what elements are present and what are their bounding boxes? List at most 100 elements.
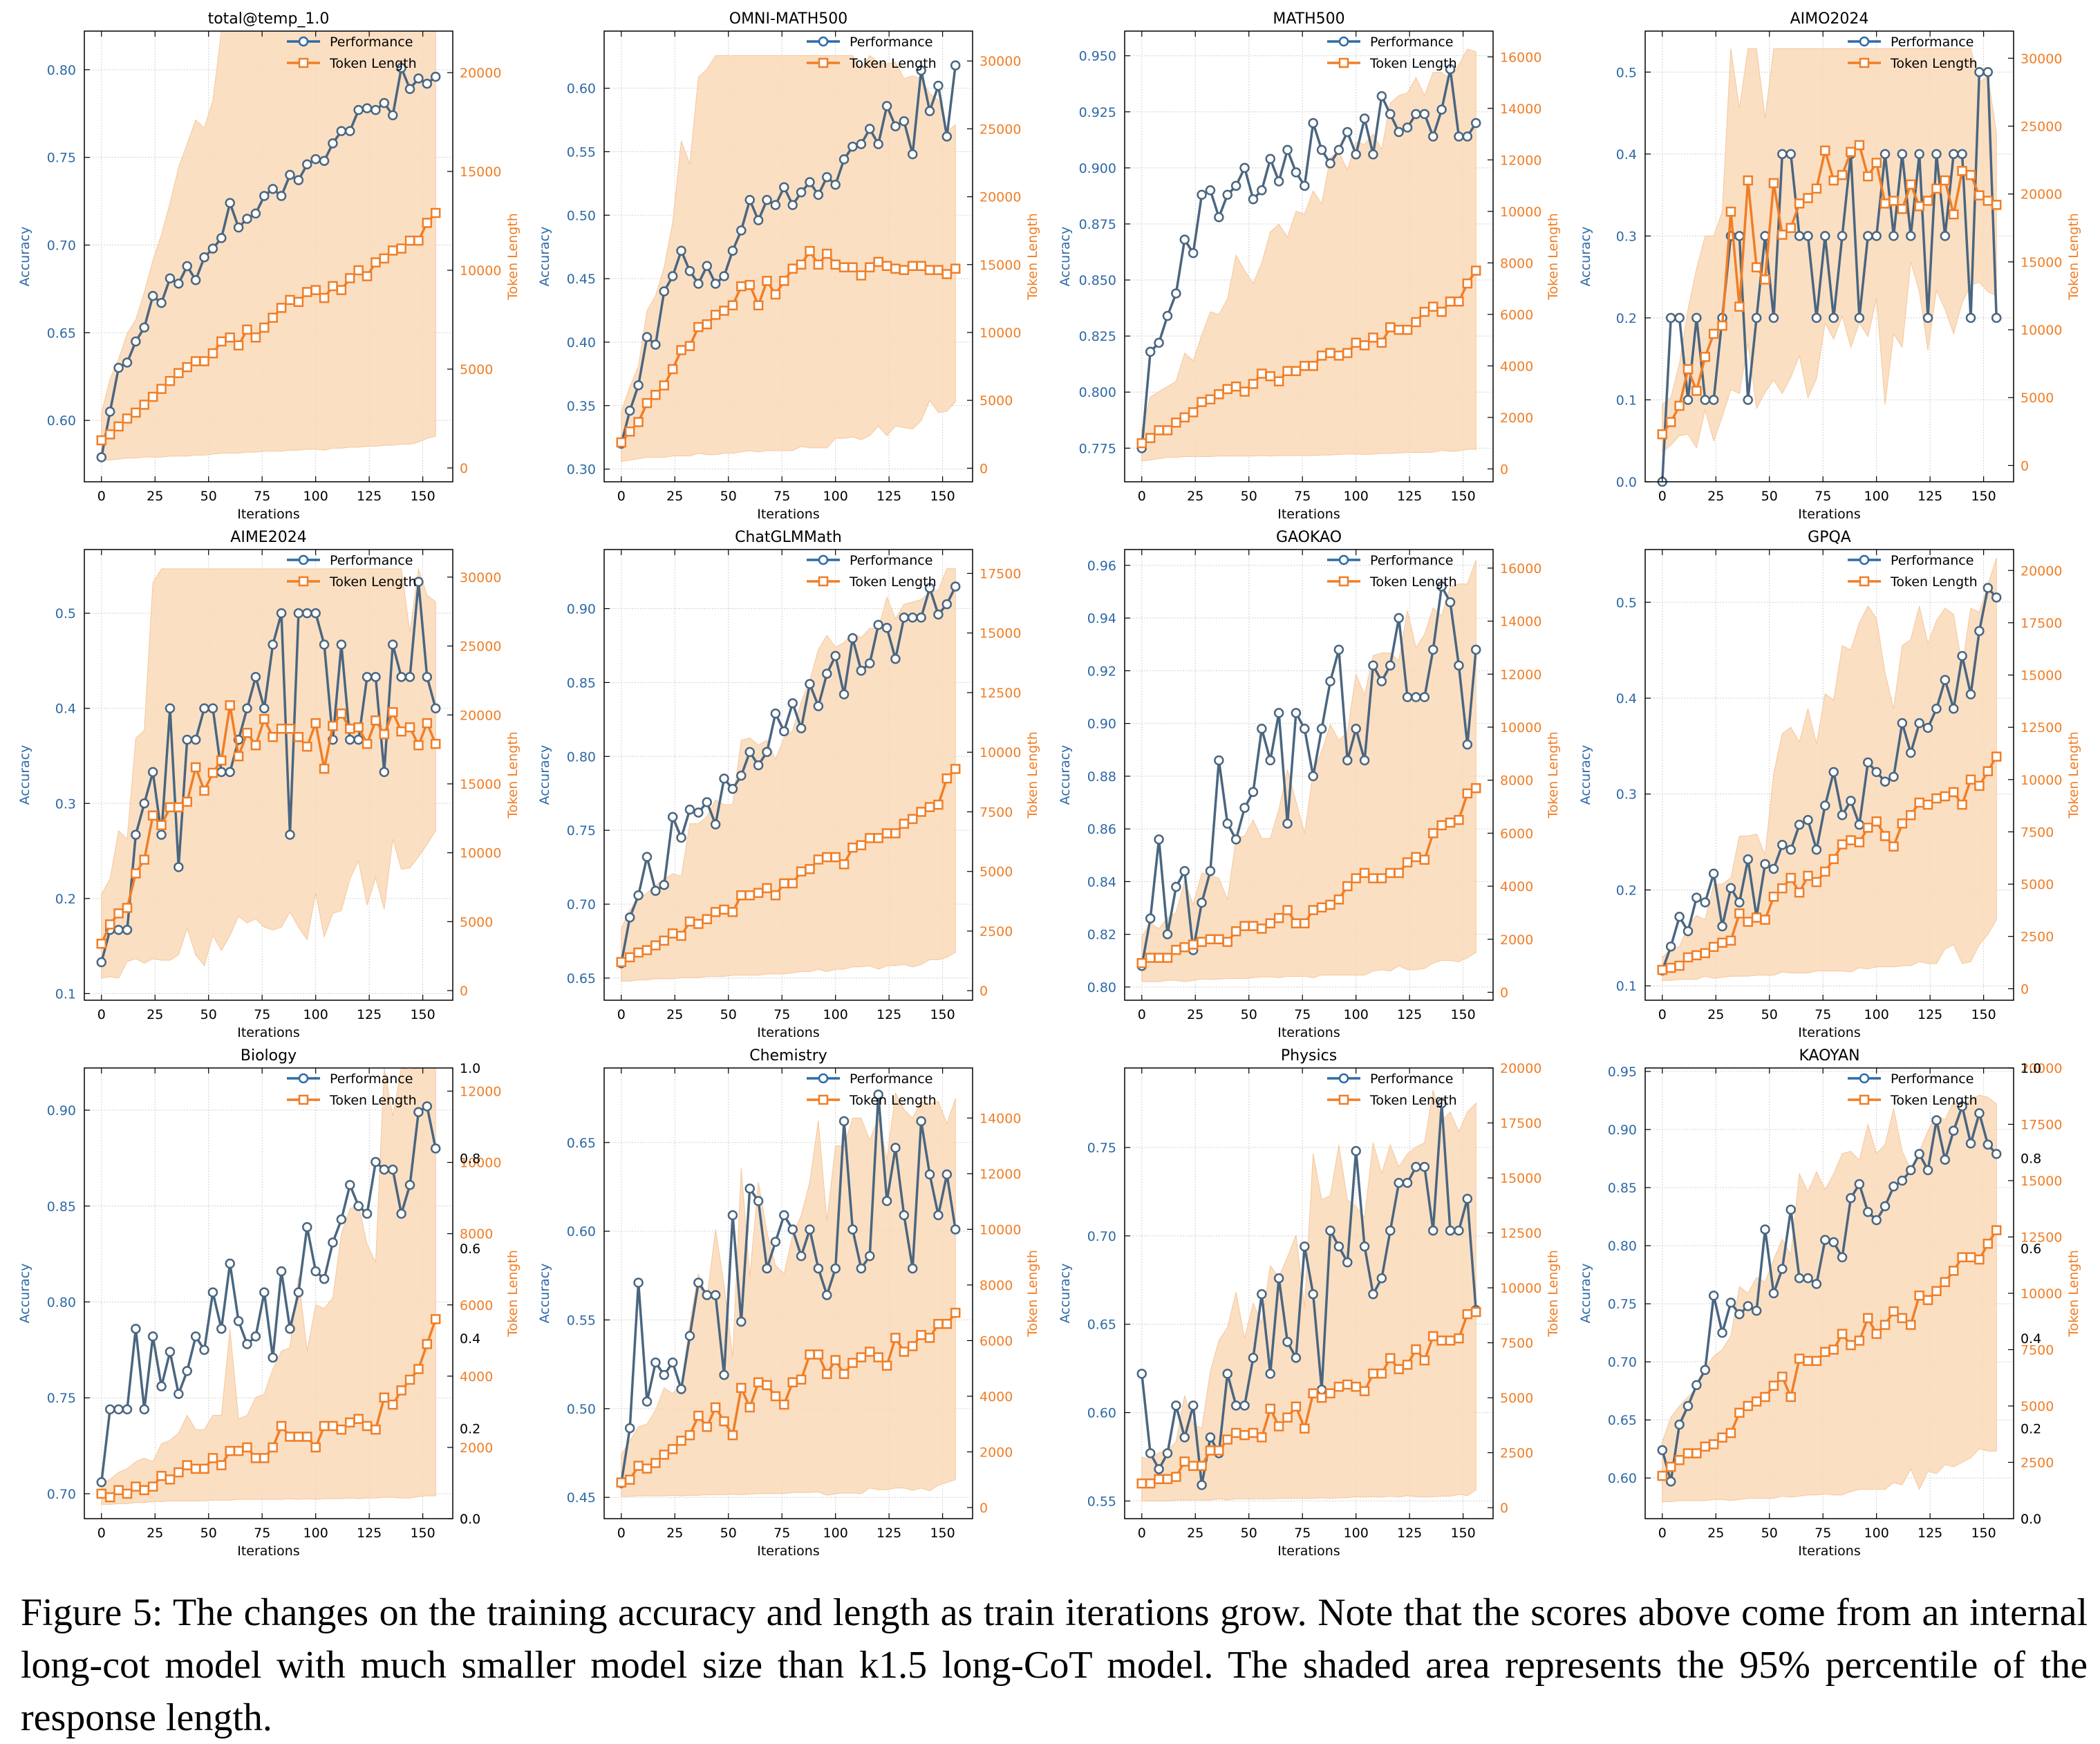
token-length-point: [1948, 1266, 1959, 1276]
performance-point: [422, 1101, 433, 1112]
performance-point: [1820, 231, 1830, 241]
performance-point: [371, 1156, 381, 1168]
token-length-point: [1682, 364, 1694, 375]
performance-point: [1179, 1432, 1190, 1443]
token-length-point: [873, 833, 883, 843]
performance-point: [165, 1347, 176, 1357]
performance-point: [1419, 692, 1430, 702]
legend-token-length-marker: [1859, 1094, 1870, 1105]
performance-point: [1351, 724, 1361, 734]
performance-point: [1325, 1225, 1335, 1236]
plot-frame: [1124, 549, 1494, 1001]
y2-tick-label: 20000: [460, 708, 501, 723]
performance-point: [1888, 771, 1899, 782]
chart-title: KAOYAN: [1799, 1047, 1859, 1065]
y-axis-label: Accuracy: [17, 745, 32, 805]
x-tick-label: 50: [1761, 1007, 1778, 1022]
token-length-point: [310, 718, 321, 729]
token-length-point: [1368, 873, 1378, 883]
performance-point: [667, 271, 678, 281]
performance-point: [1273, 708, 1284, 718]
x-tick-label: 25: [1707, 1526, 1724, 1541]
token-length-point: [1665, 1461, 1676, 1472]
extra-tick-label: 0.4: [2021, 1331, 2041, 1347]
token-length-point: [1145, 1478, 1156, 1489]
token-length-point: [924, 265, 935, 275]
y2-tick-label: 2500: [2021, 1456, 2054, 1471]
x-axis: 0 25 50 75 100 125 150: [97, 550, 435, 1022]
y-tick-label: 0.55: [1087, 1494, 1116, 1509]
performance-point: [641, 332, 653, 342]
x-tick-label: 125: [1397, 1007, 1422, 1022]
legend: Performance Token Length: [807, 553, 937, 590]
x-tick-label: 50: [200, 1526, 217, 1541]
token-length-point: [165, 375, 176, 386]
legend-token-length-marker: [818, 576, 829, 587]
extra-tick-label: 1.0: [2021, 1061, 2041, 1076]
performance-point: [881, 623, 892, 633]
token-length-point: [736, 890, 747, 901]
x-tick-label: 125: [1918, 489, 1942, 504]
performance-point: [1188, 247, 1199, 259]
token-length-markers: [616, 1307, 961, 1488]
y-tick-label: 0.60: [1087, 1406, 1116, 1421]
token-length-point: [1359, 868, 1370, 879]
token-length-point: [1179, 412, 1190, 423]
performance-point: [1359, 1241, 1370, 1252]
performance-point: [1820, 1235, 1830, 1245]
legend-performance-marker: [1338, 1073, 1349, 1084]
token-length-percentile-band: [101, 1067, 436, 1505]
x-tick-label: 25: [666, 1526, 683, 1541]
x-tick-label: 0: [97, 1007, 106, 1022]
token-length-point: [1445, 817, 1456, 828]
token-length-point: [345, 273, 355, 283]
performance-point: [104, 1404, 115, 1415]
performance-point: [762, 1263, 772, 1274]
x-axis-label: Iterations: [1277, 1544, 1340, 1555]
y2-tick-label: 20000: [2021, 1061, 2062, 1076]
extra-tick-label: 1.0: [460, 1061, 480, 1076]
token-length-point: [1230, 1427, 1241, 1438]
x-tick-label: 100: [303, 1007, 328, 1022]
performance-point: [838, 154, 850, 165]
y2-tick-label: 10000: [1500, 1281, 1541, 1296]
performance-point: [1427, 1225, 1438, 1236]
performance-point: [156, 297, 167, 308]
legend-performance-label: Performance: [330, 1071, 413, 1087]
token-length-point: [1308, 361, 1318, 371]
y2-tick-label: 6000: [979, 1333, 1013, 1349]
performance-point: [302, 1222, 312, 1232]
performance-point: [96, 452, 107, 462]
performance-line: [1661, 586, 1998, 971]
token-length-point: [710, 310, 721, 320]
performance-point: [396, 1208, 406, 1219]
token-length-point: [1445, 296, 1456, 307]
performance-point: [624, 1423, 635, 1434]
performance-point: [1162, 1448, 1173, 1459]
performance-point: [1794, 231, 1805, 241]
token-length-point: [822, 1369, 832, 1379]
y-axis-right: 0 2000 4000 6000 8000 10000 12000 14000 16000: [1488, 50, 1541, 477]
performance-point: [805, 177, 815, 187]
y2-tick-label: 15000: [2021, 1174, 2062, 1189]
y-tick-label: 0.70: [47, 238, 76, 254]
performance-point: [396, 63, 406, 73]
y2-tick-label: 5000: [460, 915, 493, 930]
y-tick-label: 0.94: [1087, 611, 1116, 626]
performance-point: [1145, 913, 1156, 924]
y-tick-label: 0.90: [1608, 1123, 1637, 1138]
legend-performance-marker: [1338, 36, 1349, 47]
performance-point: [1368, 1289, 1378, 1300]
y-axis-label: Accuracy: [1058, 1264, 1073, 1324]
y2-tick-label: 8000: [1500, 773, 1533, 789]
token-length-point: [1197, 1461, 1207, 1471]
token-length-point: [1940, 175, 1951, 186]
performance-point: [1214, 755, 1224, 766]
y2-tick-label: 15000: [1500, 1171, 1541, 1186]
token-length-point: [779, 276, 789, 286]
x-tick-label: 150: [930, 489, 955, 504]
token-length-point: [1419, 1355, 1430, 1366]
token-length-point: [1700, 352, 1711, 362]
performance-point: [413, 1107, 424, 1118]
token-length-point: [1162, 425, 1173, 435]
